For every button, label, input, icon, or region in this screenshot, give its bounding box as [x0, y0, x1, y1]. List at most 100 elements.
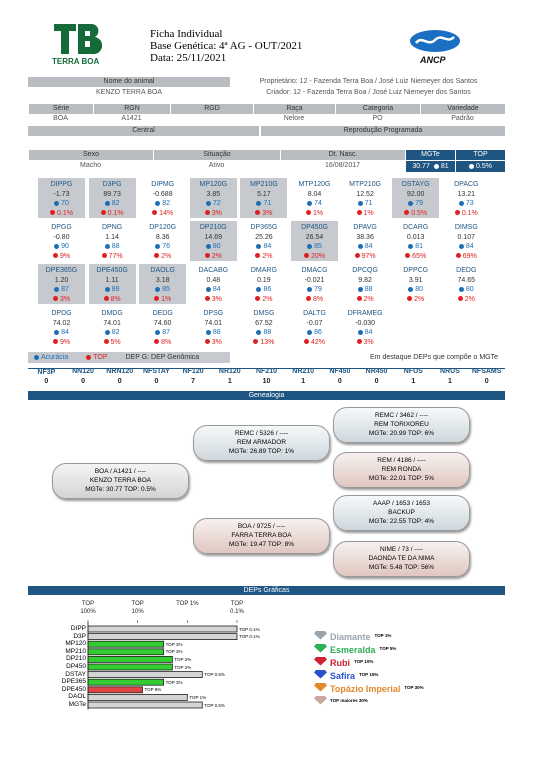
gem-name: Rubi	[330, 658, 350, 668]
dep-value: 8.36	[155, 233, 170, 241]
dep-acc-value: 71	[364, 200, 373, 207]
gem-entry: Diamante TOP 1%	[330, 630, 470, 642]
category-label: MP120	[65, 640, 86, 648]
node-mgte: MGTe: 30.77 TOP: 0.5%	[85, 486, 156, 493]
dep-top-value: 1%	[161, 295, 172, 303]
dep-cell: DIPMG -0.688 82 14%	[139, 178, 187, 218]
dep-name: MTP210G	[349, 181, 382, 188]
dep-cell: DPSG 74.01 88 3%	[189, 307, 237, 348]
icon	[100, 210, 106, 215]
dep-acc-value: 84	[364, 243, 373, 250]
dep-top: 8%	[89, 295, 136, 305]
dep-name: DPPCG	[403, 267, 429, 274]
dep-acc-value: 85	[162, 286, 171, 293]
dep-top-value: 14%	[159, 209, 174, 217]
dep-value: 3.91	[408, 276, 423, 284]
dep-top: 5%	[89, 338, 136, 348]
icon	[154, 253, 160, 258]
dep-acc-value: 73	[465, 200, 474, 207]
dep-cell: DPE365G 1.20 87 3%	[38, 264, 85, 304]
value-label: TOP 8%	[144, 687, 162, 693]
icon	[205, 243, 211, 249]
dep-top: 3%	[190, 338, 237, 348]
dep-name: DPE365G	[45, 267, 78, 274]
rule	[28, 368, 505, 369]
dep-name: DACABG	[198, 267, 229, 274]
dep-value: 67.52	[255, 319, 273, 327]
icon	[154, 339, 160, 344]
icon	[205, 286, 211, 292]
dep-cell: DP210G 14.69 80 2%	[189, 221, 237, 261]
dep-acc: 82	[139, 199, 186, 209]
icon	[205, 200, 211, 206]
dep-value: -0.021	[304, 276, 325, 284]
dep-acc-value: 88	[263, 329, 272, 336]
icon	[457, 296, 463, 301]
status-header: MGTe	[406, 150, 455, 160]
dep-acc: 87	[139, 328, 186, 338]
dep-value: 14.69	[204, 233, 223, 241]
dep-name: DFRAMEG	[347, 310, 383, 317]
dep-top: 3%	[342, 338, 389, 348]
gem-entry: Safira TOP 15%	[330, 669, 470, 681]
dep-top: 69%	[443, 252, 490, 262]
dep-top-value: 9%	[59, 338, 71, 346]
dep-value: 12.52	[356, 190, 374, 198]
node-mgte: MGTe: 26.89 TOP: 1%	[228, 448, 295, 455]
node-mgte: MGTe: 5.48 TOP: 56%	[368, 564, 435, 571]
dep-acc: 71	[342, 199, 389, 209]
value-label: TOP 3%	[165, 649, 183, 655]
value-label: TOP 0.1%	[239, 634, 260, 640]
dep-name: DSTAYG	[401, 181, 430, 188]
dep-acc-value: 88	[111, 243, 120, 250]
legend-top-text: TOP	[93, 354, 108, 361]
dep-value: 89.73	[103, 190, 121, 198]
icon	[354, 253, 360, 258]
dep-cell: DMSG 67.52 88 13%	[240, 307, 288, 347]
pedigree-node: BOA / 9725 / ---- FARRA TERRA BOA MGTe: 19…	[193, 518, 330, 554]
count-label: NFUS	[403, 368, 423, 375]
bar	[87, 625, 238, 633]
dep-cell: MP210G 5.17 71 3%	[240, 178, 288, 218]
dep-acc-value: 80	[465, 286, 474, 293]
dep-cell: DMACG -0.021 79 8%	[291, 264, 338, 304]
dep-top-value: 2%	[161, 252, 172, 260]
dep-cell: DFRAMEG -0.030 84 3%	[341, 307, 389, 348]
count-value: 0	[44, 378, 49, 385]
gem-entry: Rubi TOP 10%	[330, 656, 470, 668]
bar	[87, 678, 165, 686]
dep-acc-value: 80	[212, 243, 221, 250]
dep-top-value: 0.1%	[461, 209, 478, 217]
dep-cell: DAOLG 3.18 85 1%	[139, 264, 187, 304]
icon	[52, 339, 58, 344]
bar	[87, 663, 173, 671]
dep-name: DPSG	[203, 310, 224, 317]
icon	[307, 329, 313, 335]
dep-top: 2%	[342, 295, 389, 305]
dep-name: D3PG	[102, 181, 122, 188]
dep-name: MP210G	[250, 181, 278, 188]
category-label: MP210	[65, 647, 86, 655]
node-name: REM ARMADOR	[236, 439, 287, 446]
dep-acc: 80	[392, 285, 439, 295]
icon	[204, 339, 210, 344]
dep-top-value: 97%	[361, 252, 376, 260]
dep-top: 97%	[342, 252, 389, 262]
gem-name: Diamante	[330, 632, 371, 642]
genealogy-title: Genealogia	[28, 391, 505, 400]
node-code: AAAP / 1653 / 1653	[373, 500, 430, 507]
icon	[52, 296, 58, 301]
dep-value: 74.01	[103, 319, 121, 327]
icon	[307, 243, 313, 249]
category-label: DSTAY	[65, 670, 86, 678]
dep-acc: 84	[240, 242, 287, 252]
count-value: 1	[411, 378, 416, 385]
gem-icon	[314, 657, 327, 666]
count-value: 0	[81, 378, 85, 385]
dep-name: DPNG	[101, 224, 123, 231]
count-label: NF450	[329, 368, 351, 375]
dep-cell: MTP210G 12.52 71 1%	[341, 178, 389, 218]
dep-acc: 85	[139, 285, 186, 295]
icon	[155, 329, 161, 335]
count-value: 0	[337, 378, 342, 385]
